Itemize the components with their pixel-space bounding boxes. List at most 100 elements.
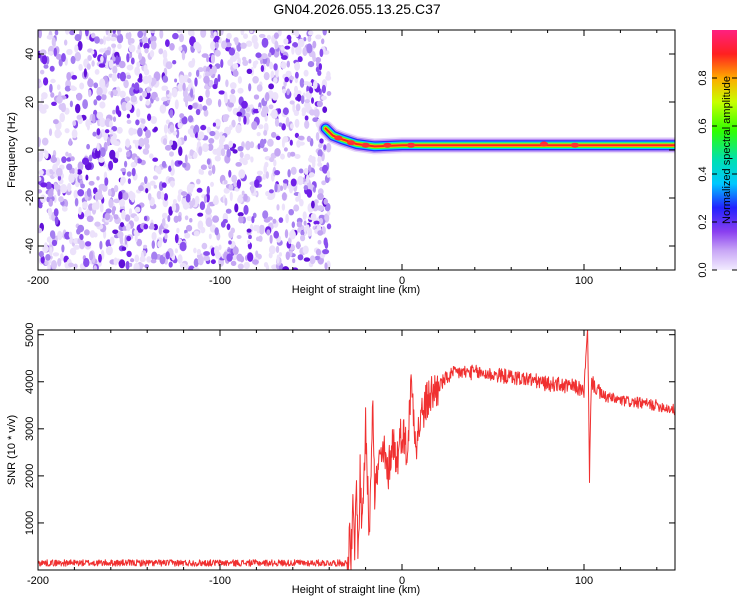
noise-speckle-dot [66,157,72,162]
noise-speckle-dot [143,215,148,221]
noise-speckle-dot [284,229,289,239]
noise-speckle-dot [48,128,53,136]
noise-speckle-dot [161,96,168,102]
noise-speckle-dot [282,107,289,115]
noise-speckle-dot [315,34,322,40]
noise-speckle-dot [91,50,95,55]
noise-speckle-dot [222,219,228,224]
noise-speckle-dot [210,41,216,51]
noise-speckle-dot [69,85,76,90]
noise-speckle-dot [125,223,131,232]
noise-speckle-dot [96,142,100,152]
noise-speckle-dot [74,197,79,207]
noise-speckle-dot [133,262,140,270]
noise-speckle-dot [46,34,54,40]
noise-speckle-dot [161,160,167,168]
noise-speckle-dot [282,88,287,94]
snr-x-tick-label: -100 [209,575,231,587]
noise-speckle-dot [179,113,185,119]
noise-speckle-dot [180,191,188,196]
noise-speckle-dot [150,30,156,34]
noise-speckle-dot [71,129,78,139]
noise-speckle [38,30,332,270]
noise-speckle-dot [281,55,288,60]
noise-speckle-dot [169,180,175,187]
noise-speckle-dot [134,82,140,91]
noise-speckle-dot [57,230,63,241]
noise-speckle-dot [258,235,263,242]
noise-speckle-dot [311,97,314,104]
noise-speckle-dot [202,143,209,153]
noise-speckle-dot [200,30,207,38]
noise-speckle-dot [268,189,274,194]
noise-speckle-dot [232,149,238,154]
noise-speckle-dot [294,62,300,70]
noise-speckle-dot [239,157,247,163]
noise-speckle-dot [294,118,300,128]
noise-speckle-dot [272,218,277,224]
noise-speckle-dot [169,151,174,157]
noise-speckle-dot [268,104,274,110]
noise-speckle-dot [244,153,251,161]
noise-speckle-dot [326,170,330,178]
noise-speckle-dot [116,126,123,134]
noise-speckle-dot [282,179,289,184]
noise-speckle-dot [229,191,233,201]
noise-speckle-dot [273,159,277,167]
noise-speckle-dot [306,174,310,184]
noise-speckle-dot [93,82,99,89]
noise-speckle-dot [184,154,188,164]
noise-speckle-dot [111,43,117,48]
noise-speckle-dot [76,114,83,120]
noise-speckle-dot [121,101,128,112]
noise-speckle-dot [126,250,132,258]
noise-speckle-dot [177,138,182,148]
noise-speckle-dot [289,151,296,157]
noise-speckle-dot [108,160,114,171]
noise-speckle-dot [277,108,282,114]
noise-speckle-dot [79,82,85,90]
noise-speckle-dot [171,87,178,98]
noise-speckle-dot [205,97,213,106]
noise-speckle-dot [53,194,57,203]
noise-speckle-dot [117,110,122,118]
noise-speckle-dot [55,167,63,177]
noise-speckle-dot [177,160,183,165]
noise-speckle-dot [76,169,83,175]
noise-speckle-dot [51,37,56,47]
noise-speckle-dot [245,40,253,47]
noise-speckle-dot [191,57,196,66]
noise-speckle-dot [250,184,255,194]
noise-speckle-dot [99,38,104,45]
noise-speckle-dot [47,207,53,217]
noise-speckle-dot [175,128,180,139]
noise-speckle-dot [161,85,166,91]
noise-speckle-dot [172,199,177,205]
noise-speckle-dot [120,168,127,172]
noise-speckle-dot [98,63,106,68]
noise-speckle-dot [50,78,56,84]
noise-speckle-dot [158,48,164,55]
noise-speckle-dot [319,138,324,144]
noise-speckle-dot [149,35,157,43]
noise-speckle-dot [290,166,297,175]
noise-speckle-dot [174,233,179,244]
noise-speckle-dot [152,175,159,180]
noise-speckle-dot [119,71,126,82]
noise-speckle-dot [39,49,47,56]
noise-speckle-dot [324,262,328,270]
noise-speckle-dot [140,118,146,125]
noise-speckle-dot [153,184,157,189]
noise-speckle-dot [52,252,60,257]
noise-speckle-dot [193,247,197,254]
noise-speckle-dot [268,83,274,90]
noise-speckle-dot [162,138,168,146]
noise-speckle-dot [280,46,285,51]
noise-speckle-dot [65,30,70,35]
noise-speckle-dot [99,202,104,213]
noise-speckle-dot [203,255,210,261]
noise-speckle-dot [111,72,118,82]
signal-peak-blob [570,142,579,148]
noise-speckle-dot [302,245,309,255]
noise-speckle-dot [136,61,141,68]
